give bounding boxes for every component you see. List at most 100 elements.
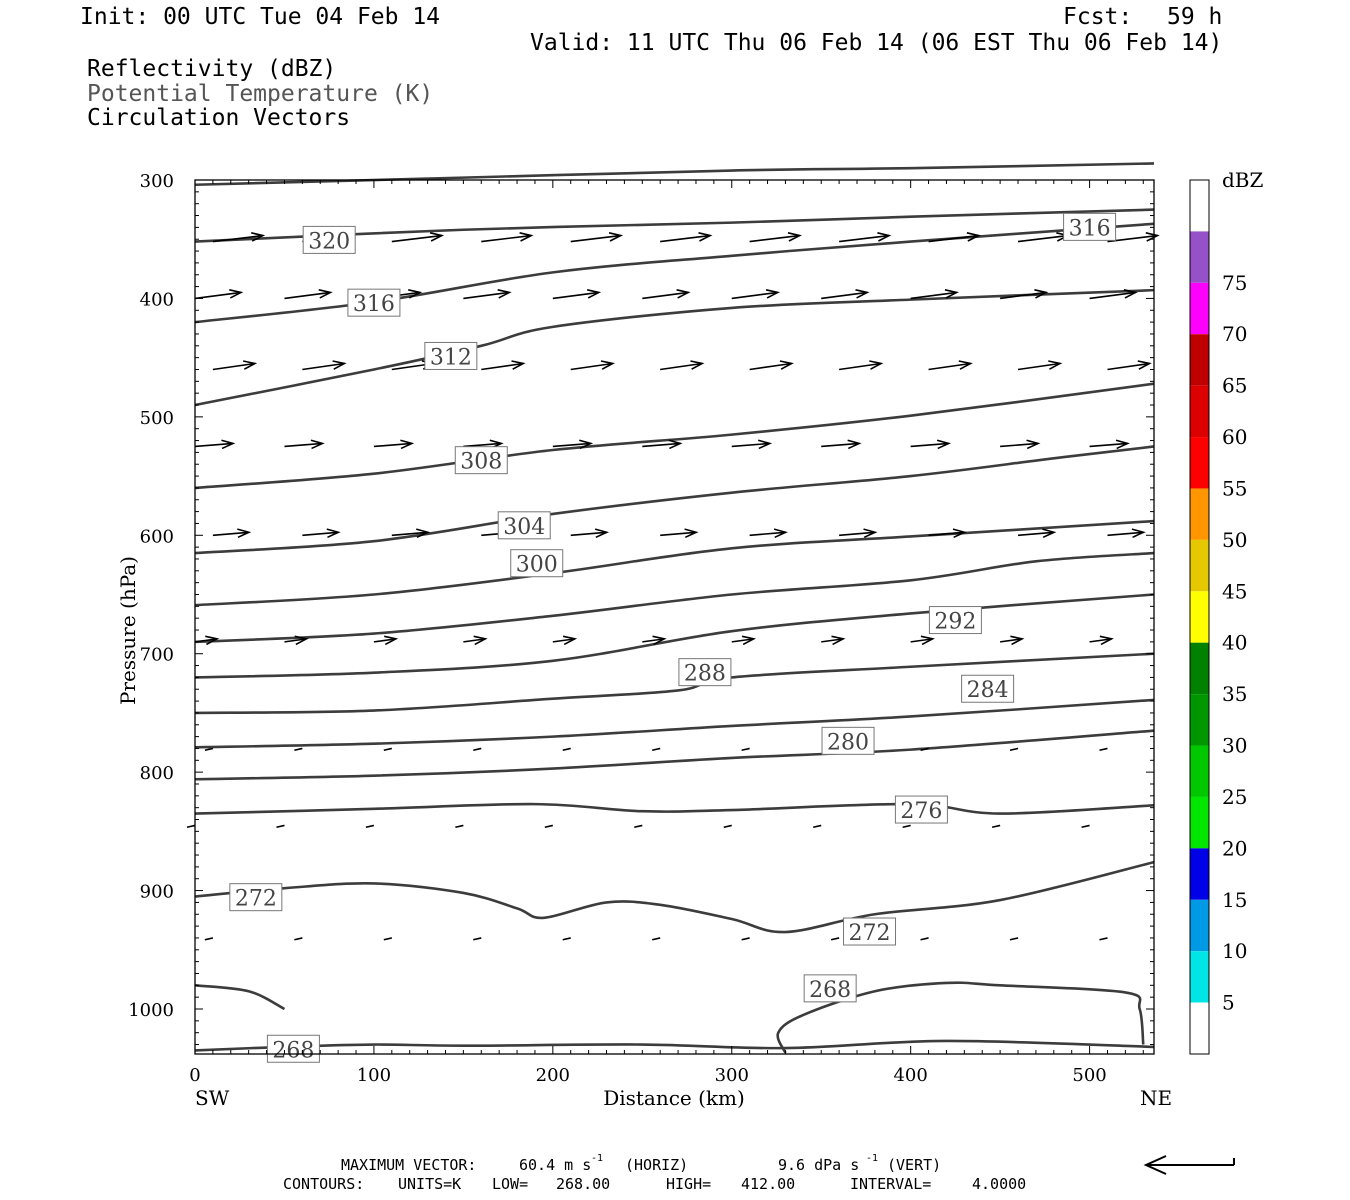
wind-vector-head xyxy=(855,289,870,299)
wind-vector xyxy=(928,362,971,371)
wind-vector-head xyxy=(684,528,699,539)
colorbar-label: 60 xyxy=(1222,425,1247,449)
wind-vector xyxy=(212,362,256,371)
wind-vector-head xyxy=(698,232,713,242)
y-tick-label: 900 xyxy=(140,882,174,903)
wind-vector-head xyxy=(229,289,244,299)
wind-vector xyxy=(302,362,345,371)
theta-contour-276-12 xyxy=(194,802,1155,815)
contour-label: 312 xyxy=(430,345,472,370)
wind-vector-head xyxy=(332,360,347,370)
wind-vector-head xyxy=(1115,439,1130,450)
wind-vector-head xyxy=(1042,528,1057,539)
wind-vector xyxy=(1017,362,1061,371)
low-value: 268.00 xyxy=(556,1175,611,1193)
contour-label: 272 xyxy=(235,887,277,912)
colorbar-label: 65 xyxy=(1222,374,1247,398)
contour-label-box xyxy=(347,288,401,317)
wind-vector-head xyxy=(787,232,802,242)
theta-contour-308-4 xyxy=(194,382,1155,490)
wind-vector xyxy=(212,234,263,243)
max-vector-vert: 9.6 dPa s xyxy=(778,1156,860,1174)
wind-vector xyxy=(839,531,876,537)
wind-vector-head xyxy=(511,360,526,370)
colorbar-title: dBZ xyxy=(1222,168,1264,192)
contour-label: 316 xyxy=(353,292,395,317)
wind-vector xyxy=(821,291,868,300)
field-reflectivity: Reflectivity (dBZ) xyxy=(87,56,337,82)
colorbar-swatch xyxy=(1190,848,1209,900)
colorbar-label: 75 xyxy=(1222,271,1247,295)
contour-label-box xyxy=(302,225,356,254)
wind-vector-head xyxy=(318,289,333,299)
wind-vector-head xyxy=(1026,439,1041,450)
wind-vector-head xyxy=(966,232,981,242)
field-theta: Potential Temperature (K) xyxy=(87,81,434,107)
theta-contour-268-16 xyxy=(194,984,286,1011)
wind-vector xyxy=(473,937,482,941)
max-vector-label: MAXIMUM VECTOR: xyxy=(341,1156,477,1174)
wind-vector xyxy=(910,291,957,300)
wind-vector xyxy=(391,234,442,243)
wind-vector xyxy=(365,824,375,829)
theta-contour-268-15 xyxy=(776,981,1145,1054)
wind-vector-head xyxy=(757,439,773,450)
contour-label-box xyxy=(229,883,283,912)
y-tick-label: 600 xyxy=(140,526,174,547)
wind-vector xyxy=(552,442,591,448)
colorbar-swatch xyxy=(1190,488,1209,540)
theta-contour-296-7 xyxy=(194,551,1155,644)
x-tick-label: 500 xyxy=(1072,1065,1106,1086)
wind-vector xyxy=(204,747,214,752)
wind-vector-head xyxy=(765,289,781,299)
contour-label-box xyxy=(803,974,857,1003)
vert-unit: (VERT) xyxy=(887,1156,942,1174)
horiz-exponent: -1 xyxy=(591,1153,604,1164)
wind-vector xyxy=(1089,638,1112,643)
wind-vector xyxy=(920,747,929,752)
wind-vector xyxy=(1000,442,1039,448)
wind-vector-head xyxy=(579,439,594,450)
theta-contour-272-13 xyxy=(194,860,1155,934)
wind-vector-head xyxy=(944,289,959,299)
wind-vector-head xyxy=(408,289,423,299)
wind-vector xyxy=(373,638,397,643)
theta-contour-280-11 xyxy=(194,729,1155,781)
y-tick-label: 700 xyxy=(140,645,174,666)
y-tick-label: 300 xyxy=(140,171,174,192)
wind-vector-head xyxy=(608,232,624,242)
low-label: LOW= xyxy=(492,1175,529,1193)
wind-vector-head xyxy=(242,360,258,370)
forecast-label: Fcst: xyxy=(1063,4,1133,30)
x-tick-label: 400 xyxy=(893,1065,927,1086)
wind-vector-head xyxy=(416,528,431,539)
x-tick-label: 300 xyxy=(715,1065,749,1086)
wind-vector-head xyxy=(920,635,935,646)
wind-vector-head xyxy=(473,635,488,646)
circulation-vectors xyxy=(186,232,1160,941)
wind-vector xyxy=(749,362,792,371)
colorbar-label: 25 xyxy=(1222,785,1247,809)
high-label: HIGH= xyxy=(666,1175,712,1193)
y-tick-label: 500 xyxy=(140,408,174,429)
contour-label-box xyxy=(928,606,982,635)
wind-vector xyxy=(902,824,911,829)
wind-vector xyxy=(383,747,392,752)
wind-vector xyxy=(302,531,339,537)
wind-vector xyxy=(294,747,303,752)
wind-vector-head xyxy=(251,232,266,242)
wind-vector xyxy=(1017,531,1055,537)
colorbar-swatch xyxy=(1190,385,1209,438)
colorbar-label: 35 xyxy=(1222,682,1247,706)
wind-vector xyxy=(284,442,323,448)
wind-vector xyxy=(813,824,822,829)
contour-label: 276 xyxy=(900,799,942,824)
wind-vector-head xyxy=(237,528,252,539)
colorbar-swatch xyxy=(1190,282,1209,335)
contours-label: CONTOURS: xyxy=(283,1175,365,1193)
colorbar-label: 70 xyxy=(1222,322,1247,346)
contour-units: UNITS=K xyxy=(398,1175,462,1193)
wind-vector-head xyxy=(676,289,691,299)
colorbar-swatch xyxy=(1190,745,1209,797)
wind-vector xyxy=(910,638,933,643)
